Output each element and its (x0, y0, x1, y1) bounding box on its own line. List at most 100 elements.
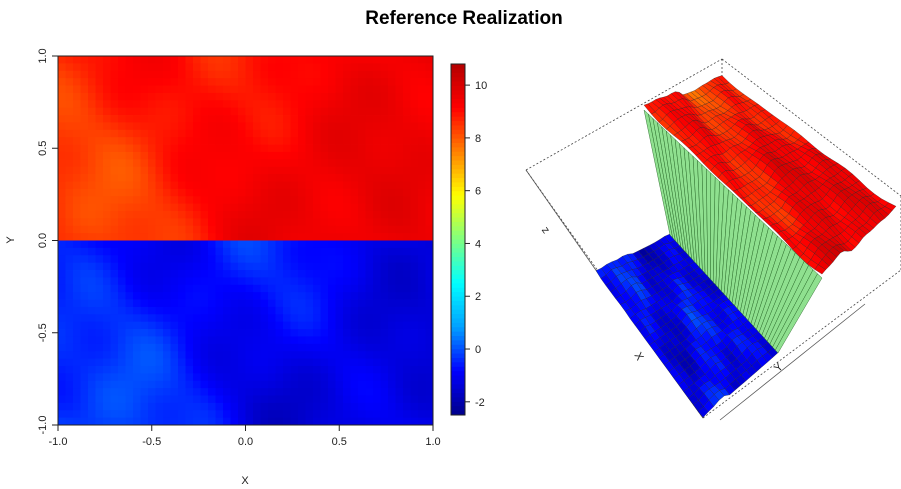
heatmap-cell (305, 181, 314, 190)
colorbar-segment (451, 186, 465, 192)
heatmap-cell (283, 56, 291, 64)
heatmap-cell (403, 380, 411, 389)
heatmap-cell (343, 270, 351, 278)
heatmap-cell (65, 365, 74, 374)
heatmap-cell (253, 218, 261, 227)
heatmap-cell (365, 196, 374, 204)
heatmap-cell (403, 166, 411, 175)
heatmap-cell (268, 56, 276, 64)
heatmap-cell (380, 78, 389, 86)
heatmap-cell (73, 107, 81, 116)
heatmap-cell (275, 210, 284, 219)
heatmap-cell (110, 225, 119, 234)
heatmap-cell (230, 181, 239, 190)
heatmap-cell (155, 78, 164, 86)
heatmap-cell (305, 210, 314, 219)
heatmap-cell (290, 247, 299, 256)
heatmap-cell (350, 181, 359, 190)
heatmap-cell (298, 292, 306, 300)
heatmap-cell (140, 225, 149, 234)
heatmap-cell (350, 329, 359, 337)
heatmap-cell (388, 92, 396, 101)
heatmap-cell (290, 203, 299, 212)
heatmap-cell (388, 196, 396, 204)
heatmap-cell (343, 85, 351, 94)
heatmap-cell (260, 181, 269, 190)
colorbar-segment (451, 121, 465, 126)
colorbar-segment (451, 204, 465, 210)
heatmap-cell (200, 284, 209, 293)
heatmap-cell (350, 270, 359, 278)
heatmap-cell (95, 255, 104, 264)
heatmap-cell (253, 270, 261, 278)
heatmap-cell (373, 402, 381, 411)
heatmap-cell (365, 63, 374, 72)
heatmap-cell (223, 336, 231, 345)
heatmap-cell (425, 284, 434, 293)
heatmap-cell (118, 277, 126, 286)
heatmap-cell (335, 166, 344, 175)
colorbar-segment (451, 318, 465, 324)
heatmap-cell (305, 107, 314, 116)
heatmap-cell (298, 358, 306, 367)
heatmap-cell (193, 380, 201, 389)
heatmap-cell (148, 417, 156, 426)
heatmap-cell (65, 277, 74, 286)
heatmap-cell (185, 85, 194, 94)
heatmap-cell (140, 137, 149, 145)
heatmap-cell (410, 137, 419, 145)
colorbar-segment (451, 103, 465, 109)
heatmap-cell (200, 255, 209, 264)
heatmap-cell (58, 203, 66, 212)
heatmap-cell (223, 203, 231, 212)
heatmap-cell (380, 373, 389, 382)
heatmap-cell (170, 107, 179, 116)
heatmap-cell (275, 56, 284, 64)
heatmap-cell (73, 417, 81, 426)
heatmap-cell (268, 151, 276, 160)
heatmap-cell (178, 100, 186, 109)
heatmap-cell (283, 270, 291, 278)
heatmap-cell (230, 151, 239, 160)
heatmap-cell (170, 417, 179, 426)
heatmap-cell (268, 63, 276, 72)
heatmap-cell (388, 78, 396, 86)
heatmap-cell (380, 56, 389, 64)
heatmap-cell (103, 159, 111, 168)
heatmap-cell (253, 277, 261, 286)
heatmap-cell (125, 402, 134, 411)
heatmap-cell (170, 358, 179, 367)
heatmap-cell (388, 100, 396, 109)
heatmap-cell (253, 314, 261, 323)
heatmap-cell (328, 299, 336, 308)
heatmap-cell (215, 247, 224, 256)
heatmap-cell (148, 247, 156, 256)
heatmap-cell (125, 78, 134, 86)
heatmap-cell (110, 92, 119, 101)
heatmap-cell (133, 284, 141, 293)
heatmap-cell (148, 336, 156, 345)
heatmap-cell (358, 292, 366, 300)
heatmap-cell (80, 299, 89, 308)
heatmap-cell (268, 402, 276, 411)
heatmap-cell (410, 85, 419, 94)
heatmap-cell (358, 299, 366, 308)
heatmap-cell (275, 321, 284, 330)
heatmap-cell (373, 159, 381, 168)
heatmap-cell (313, 151, 321, 160)
heatmap-cell (328, 129, 336, 138)
heatmap-cell (140, 100, 149, 109)
heatmap-cell (58, 343, 66, 352)
heatmap-cell (283, 395, 291, 404)
heatmap-cell (403, 358, 411, 367)
colorbar-segment (451, 261, 465, 267)
heatmap-cell (185, 351, 194, 359)
heatmap-cell (58, 196, 66, 204)
heatmap-cell (238, 292, 246, 300)
heatmap-cell (395, 336, 404, 345)
heatmap-cell (350, 137, 359, 145)
heatmap-cell (185, 373, 194, 382)
heatmap-cell (118, 210, 126, 219)
heatmap-cell (298, 329, 306, 337)
heatmap-cell (290, 321, 299, 330)
